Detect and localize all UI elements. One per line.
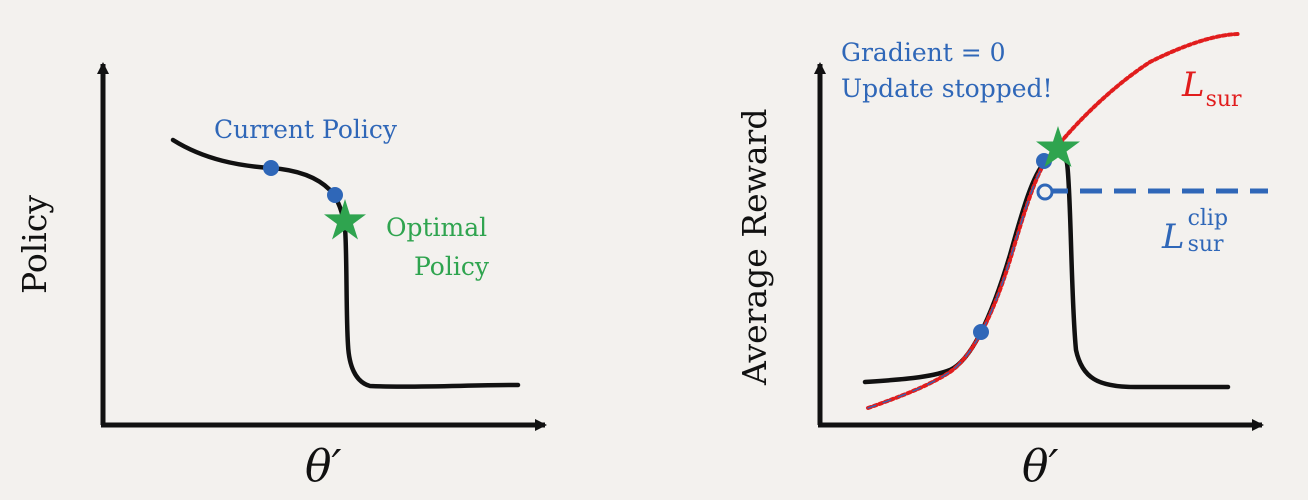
optimal-policy-label-line1: Optimal xyxy=(386,213,488,242)
right-current-point-low xyxy=(973,324,989,340)
left-current-policy-point-1 xyxy=(263,160,279,176)
left-y-axis-label: Policy xyxy=(15,195,54,294)
optimal-policy-label-line2: Policy xyxy=(414,252,489,281)
right-x-axis-label: θ′ xyxy=(1022,441,1059,492)
right-clip-open-point xyxy=(1036,183,1054,201)
update-stopped-label: Update stopped! xyxy=(841,74,1053,103)
right-optimal-star xyxy=(1036,126,1080,167)
right-surrogate-curve xyxy=(866,32,1242,410)
left-optimal-policy-star xyxy=(324,199,366,240)
clip-label-sub: sur xyxy=(1187,232,1224,257)
right-y-axis-label: Average Reward xyxy=(735,108,774,385)
current-policy-label: Current Policy xyxy=(214,115,397,144)
left-x-axis-label: θ′ xyxy=(305,441,342,492)
left-current-policy-point-2 xyxy=(327,187,343,203)
clip-label-main: L xyxy=(1162,217,1185,257)
surrogate-label-sub: sur xyxy=(1205,87,1242,112)
clip-label-scripts: clip sur xyxy=(1185,208,1239,256)
right-panel xyxy=(814,32,1268,431)
right-clip-blue-overlay xyxy=(867,161,1046,409)
surrogate-label-main: L xyxy=(1182,65,1205,105)
clip-label-sup: clip xyxy=(1187,206,1229,231)
gradient-zero-label: Gradient = 0 xyxy=(841,38,1006,67)
surrogate-label: Lsur xyxy=(1182,65,1242,111)
left-panel xyxy=(97,62,547,431)
